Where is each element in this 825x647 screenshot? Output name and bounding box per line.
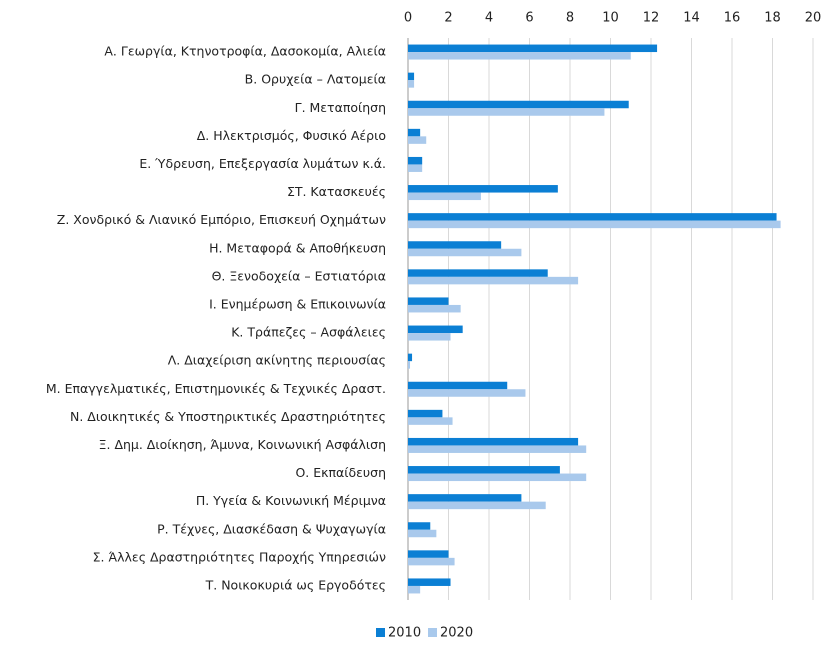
x-tick-label: 16 [724, 11, 741, 26]
bar [408, 241, 502, 249]
bar [408, 437, 579, 446]
x-tick-label: 18 [764, 11, 781, 26]
y-tick-label: Δ. Ηλεκτρισμός, Φυσικό Αέριο [197, 128, 386, 143]
y-tick-label: Ζ. Χονδρικό & Λιανικό Εμπόριο, Επισκευή … [57, 212, 386, 227]
bar [408, 333, 451, 341]
bar [408, 325, 463, 334]
bar [408, 585, 421, 594]
legend-label: 2010 [388, 626, 421, 641]
y-tick-label: Ο. Εκπαίδευση [295, 465, 386, 480]
bar [408, 557, 455, 566]
y-tick-label: Ρ. Τέχνες, Διασκέδαση & Ψυχαγωγία [157, 521, 386, 536]
y-tick-label: Σ. Άλλες Δραστηριότητες Παροχής Υπηρεσιώ… [93, 549, 386, 564]
y-tick-label: Κ. Τράπεζες – Ασφάλειες [231, 325, 386, 340]
y-tick-label: Η. Μεταφορά & Αποθήκευση [209, 240, 386, 255]
bar [408, 164, 423, 172]
bar [408, 72, 415, 81]
bar [408, 445, 587, 453]
y-tick-label: Ν. Διοικητικές & Υποστηρικτικές Δραστηρι… [70, 409, 386, 424]
legend-label: 2020 [440, 626, 473, 641]
x-tick-label: 2 [444, 11, 452, 26]
bar [408, 192, 481, 201]
bar [408, 494, 522, 502]
bar [408, 550, 449, 558]
x-tick-label: 6 [525, 11, 533, 26]
bar [408, 108, 605, 116]
legend-swatch [376, 628, 385, 637]
bar [408, 381, 508, 390]
bar [408, 156, 423, 165]
bar [408, 501, 546, 510]
x-tick-label: 0 [404, 11, 412, 26]
bar [408, 52, 631, 60]
y-tick-label: Α. Γεωργία, Κτηνοτροφία, Δασοκομία, Αλιε… [104, 44, 386, 59]
y-tick-label: Β. Ορυχεία – Λατομεία [245, 72, 386, 87]
bar [408, 185, 558, 193]
y-tick-label: Ι. Ενημέρωση & Επικοινωνία [209, 296, 386, 311]
x-tick-label: 4 [485, 11, 493, 26]
x-tick-label: 20 [805, 11, 822, 26]
x-tick-label: 12 [643, 11, 660, 26]
x-tick-label: 8 [566, 11, 574, 26]
y-tick-label: Π. Υγεία & Κοινωνική Μέριμνα [196, 493, 386, 508]
bar [408, 466, 560, 474]
bar [408, 80, 415, 88]
bar [408, 276, 579, 285]
y-tick-label: Ξ. Δημ. Διοίκηση, Άμυνα, Κοινωνική Ασφάλ… [99, 437, 386, 452]
bar [408, 220, 781, 229]
x-tick-label: 14 [683, 11, 700, 26]
bar [408, 389, 526, 397]
y-tick-label: Μ. Επαγγελματικές, Επιστημονικές & Τεχνι… [46, 381, 386, 396]
bar [408, 417, 453, 425]
y-tick-label: ΣΤ. Κατασκευές [287, 184, 386, 199]
bar [408, 248, 522, 257]
y-tick-label: Γ. Μεταποίηση [295, 100, 386, 115]
bar [408, 522, 431, 530]
y-tick-label: Λ. Διαχείριση ακίνητης περιουσίας [168, 353, 386, 368]
bar [408, 44, 658, 53]
bar [408, 529, 437, 538]
bar [408, 297, 449, 305]
legend-swatch [428, 628, 437, 637]
bar [408, 409, 443, 418]
x-tick-label: 10 [602, 11, 619, 26]
bar [408, 578, 451, 586]
bar [408, 361, 411, 369]
bar [408, 100, 629, 109]
y-tick-label: Τ. Νοικοκυριά ως Εργοδότες [205, 577, 386, 592]
y-tick-label: Θ. Ξενοδοχεία – Εστιατόρια [212, 268, 386, 283]
bar [408, 473, 587, 482]
bar [408, 213, 777, 221]
bar [408, 304, 461, 313]
bar [408, 353, 413, 362]
bar [408, 136, 427, 144]
y-tick-label: Ε. Ύδρευση, Επεξεργασία λυμάτων κ.ά. [139, 156, 386, 171]
bar [408, 128, 421, 137]
bar [408, 269, 548, 277]
